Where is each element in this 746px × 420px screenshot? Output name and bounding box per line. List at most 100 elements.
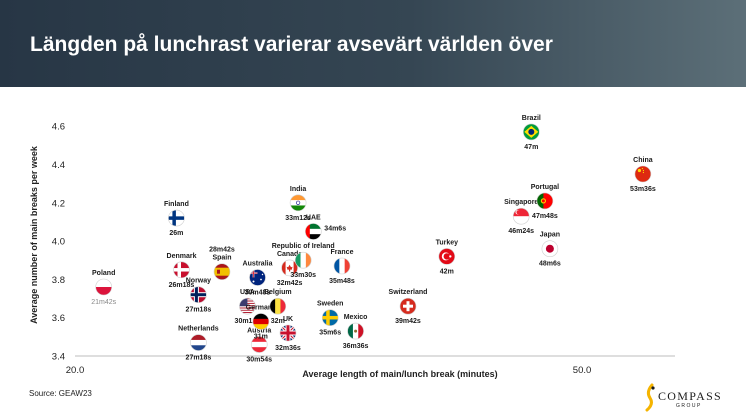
value-label: 36m36s [343,343,369,350]
flag-border [249,269,266,286]
value-label: 48m6s [539,261,561,268]
denmark-flag-icon [173,261,190,278]
value-label: 27m18s [186,355,212,362]
uae-flag-icon [305,223,322,240]
brazil-flag-icon [523,123,540,140]
japan-flag-icon [541,240,558,257]
y-tick-label: 4.2 [52,198,65,209]
source-note: Source: GEAW23 [29,389,92,398]
belgium-flag-icon [269,298,286,315]
point-turkey: Turkey 42m [436,239,459,275]
point-netherlands: Netherlands 27m18s [178,326,219,362]
flag-border [289,194,307,212]
finland-flag-icon [168,210,185,227]
canada-flag-icon [281,259,298,276]
country-label: Sweden [317,301,343,308]
compass-logo-icon [645,383,655,412]
flag-border [269,297,287,315]
flag-border [250,336,268,353]
value-label: 53m36s [630,186,656,193]
country-label: Finland [164,201,189,208]
logo-wordmark: COMPASS [658,389,723,403]
flag-border [190,286,207,304]
point-austria: Austria 30m54s [246,328,272,364]
india-flag-icon [290,194,307,211]
flag-border [190,334,207,351]
value-label: 30m48s [245,290,271,297]
point-usa: USA 30m12s [235,289,261,325]
netherlands-flag-icon [190,334,207,351]
flag-border [281,259,298,277]
country-label: Spain [212,255,231,262]
point-poland: Poland 21m42s [91,270,116,306]
country-label: Singapore [504,199,538,206]
australia-flag-icon [249,269,266,286]
norway-flag-icon [190,286,207,303]
point-india: India 33m12s [285,186,311,222]
singapore-flag-icon [513,208,530,225]
country-label: Mexico [344,314,368,321]
switzerland-flag-icon [400,298,416,315]
flag-border [522,123,540,141]
value-label: 30m12s [235,318,261,325]
y-tick-label: 3.8 [52,275,65,286]
germany-flag-icon [252,313,269,330]
page-title: Längden på lunchrast varierar avsevärt v… [30,33,553,56]
flag-border [321,309,339,327]
y-tick-label: 3.6 [52,313,65,324]
value-label: 28m42s [209,247,235,254]
point-japan: Japan 48m6s [539,232,561,268]
point-singapore: Singapore 46m24s [504,199,538,235]
value-label: 33m30s [290,272,316,279]
value-label: 46m24s [508,228,534,235]
value-label: 47m [524,144,538,151]
flag-border [95,278,112,296]
country-label: UAE [306,215,321,222]
x-tick-label: 20.0 [66,365,85,376]
y-axis-title: Average number of main breaks per week [29,145,39,324]
flag-border [512,207,530,225]
uk-flag-icon [280,325,296,341]
flag-border [239,297,256,315]
value-label: 39m42s [395,318,421,325]
point-france: France 35m48s [329,249,355,285]
y-tick-label: 4.4 [52,160,65,171]
point-portugal: Portugal 47m48s [531,184,559,220]
value-label: 21m42s [91,299,116,306]
y-tick-label: 4.0 [52,237,65,248]
sweden-flag-icon [322,309,339,326]
poland-flag-icon [95,279,112,295]
country-label: Canada [277,251,302,258]
country-label: UK [283,316,293,323]
flag-border [536,192,554,210]
value-label: 33m12s [285,215,311,222]
ireland-flag-icon [295,252,312,269]
flag-border [252,313,270,330]
point-germany: Germany 31m [246,305,276,341]
flag-border [399,297,417,315]
point-mexico: Mexico 36m36s [343,314,369,350]
value-label: 26m [169,230,183,237]
country-label: Denmark [167,253,197,260]
mexico-flag-icon [347,323,364,340]
flag-border [438,248,456,265]
chart-marks: Poland 21m42s Finland 26m Denmark 26m18sNorwa… [91,115,656,364]
country-label: Japan [540,232,560,239]
point-switzerland: Switzerland 39m42s [389,289,428,325]
country-label: India [290,186,306,193]
country-label: Austria [247,328,271,335]
country-label: Poland [92,270,115,277]
flag-border [634,165,652,183]
france-flag-icon [334,258,350,274]
compass-group-logo: COMPASS GROUP [638,380,728,412]
usa-flag-icon [239,298,256,315]
country-label: France [331,249,354,256]
value-label: 31m [254,334,268,341]
country-label: USA [240,289,255,296]
spain-flag-icon [214,263,230,280]
flag-border [333,257,351,275]
logo-subtext: GROUP [676,403,702,409]
x-axis-title: Average length of main/lunch break (minu… [302,369,497,379]
